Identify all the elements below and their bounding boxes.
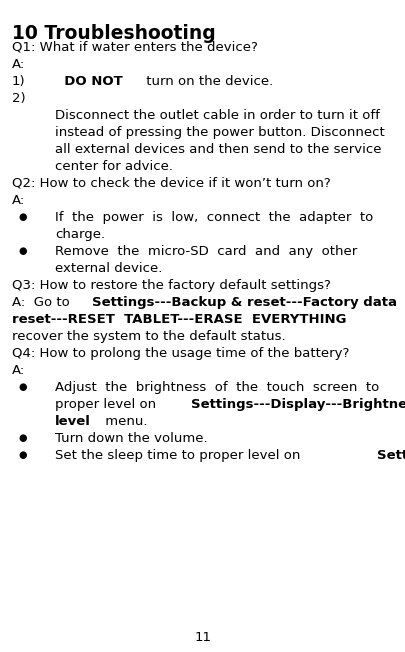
Text: Adjust  the  brightness  of  the  touch  screen  to: Adjust the brightness of the touch scree…	[55, 381, 378, 394]
Text: center for advice.: center for advice.	[55, 160, 173, 173]
Text: reset---RESET  TABLET---ERASE  EVERYTHING: reset---RESET TABLET---ERASE EVERYTHING	[12, 313, 345, 326]
Text: ●: ●	[18, 433, 26, 443]
Text: all external devices and then send to the service: all external devices and then send to th…	[55, 143, 381, 156]
Text: Settings---Display---Brightness: Settings---Display---Brightness	[190, 398, 405, 411]
Text: Settings---: Settings---	[376, 449, 405, 462]
Text: If  the  power  is  low,  connect  the  adapter  to: If the power is low, connect the adapter…	[55, 211, 372, 224]
Text: Turn down the volume.: Turn down the volume.	[55, 432, 207, 445]
Text: ●: ●	[18, 212, 26, 222]
Text: Remove  the  micro-SD  card  and  any  other: Remove the micro-SD card and any other	[55, 245, 356, 258]
Text: menu.: menu.	[101, 415, 147, 428]
Text: 10 Troubleshooting: 10 Troubleshooting	[12, 24, 215, 43]
Text: Set the sleep time to proper level on: Set the sleep time to proper level on	[55, 449, 304, 462]
Text: instead of pressing the power button. Disconnect: instead of pressing the power button. Di…	[55, 126, 384, 139]
Text: Q2: How to check the device if it won’t turn on?: Q2: How to check the device if it won’t …	[12, 177, 330, 190]
Text: ●: ●	[18, 450, 26, 460]
Text: A:: A:	[12, 364, 25, 377]
Text: turn on the device.: turn on the device.	[142, 75, 273, 88]
Text: Disconnect the outlet cable in order to turn it off: Disconnect the outlet cable in order to …	[55, 109, 379, 122]
Text: A:  Go to: A: Go to	[12, 296, 74, 309]
Text: A:: A:	[12, 194, 25, 207]
Text: Settings---Backup & reset---Factory data: Settings---Backup & reset---Factory data	[92, 296, 396, 309]
Text: proper level on: proper level on	[55, 398, 160, 411]
Text: 1): 1)	[12, 75, 26, 88]
Text: Q1: What if water enters the device?: Q1: What if water enters the device?	[12, 41, 257, 54]
Text: charge.: charge.	[55, 228, 105, 241]
Text: level: level	[55, 415, 91, 428]
Text: external device.: external device.	[55, 262, 162, 275]
Text: recover the system to the default status.: recover the system to the default status…	[12, 330, 285, 343]
Text: ●: ●	[18, 382, 26, 392]
Text: ●: ●	[18, 246, 26, 256]
Text: Q4: How to prolong the usage time of the battery?: Q4: How to prolong the usage time of the…	[12, 347, 349, 360]
Text: Q3: How to restore the factory default settings?: Q3: How to restore the factory default s…	[12, 279, 330, 292]
Text: DO NOT: DO NOT	[55, 75, 122, 88]
Text: A:: A:	[12, 58, 25, 71]
Text: 2): 2)	[12, 92, 26, 105]
Text: 11: 11	[194, 631, 211, 644]
